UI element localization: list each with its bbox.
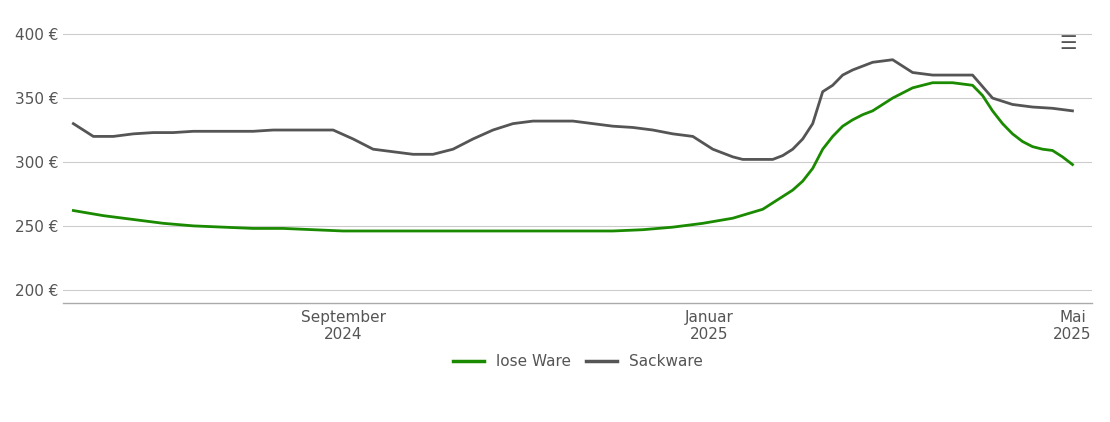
Legend: lose Ware, Sackware: lose Ware, Sackware — [447, 348, 709, 376]
Text: ☰: ☰ — [1059, 34, 1077, 53]
